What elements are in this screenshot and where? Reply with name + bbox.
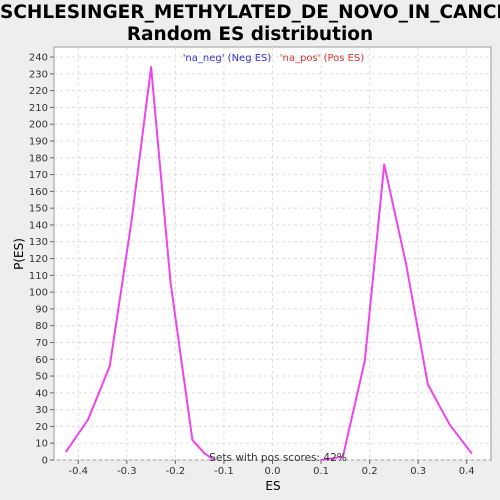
x-axis-label: ES <box>265 479 280 493</box>
x-tick-label: -0.3 <box>117 466 137 477</box>
legend-neg-es: 'na_neg' (Neg ES) <box>183 53 272 64</box>
y-tick-label: 40 <box>35 388 48 399</box>
data-point <box>191 438 194 441</box>
x-tick-label: 0.3 <box>410 466 426 477</box>
data-point <box>169 281 172 283</box>
y-axis: 0 10 20 30 40 50 60 70 80 90 100 110 120 130 140 150 160… <box>29 53 54 467</box>
data-point <box>383 163 386 166</box>
data-point <box>320 459 322 461</box>
data-point <box>203 452 206 455</box>
y-tick-label: 190 <box>29 137 48 148</box>
series-lines <box>65 66 473 461</box>
x-tick-label: -0.1 <box>214 466 234 477</box>
grid <box>54 47 491 461</box>
data-point <box>65 450 68 453</box>
x-tick-label: -0.4 <box>69 466 89 477</box>
data-point <box>213 459 216 461</box>
data-point <box>426 383 429 386</box>
y-axis-label: P(ES) <box>12 238 26 270</box>
pos-score-annotation: Sets with pos scores: 42% <box>209 452 346 464</box>
y-tick-label: 30 <box>35 405 48 416</box>
chart-title-line-1: SCHLESINGER_METHYLATED_DE_NOVO_IN_CANCER… <box>0 2 500 23</box>
y-tick-label: 0 <box>42 456 48 467</box>
x-tick-label: -0.2 <box>166 466 186 477</box>
x-tick-label: 0.4 <box>459 466 475 477</box>
y-tick-label: 50 <box>35 372 48 383</box>
y-tick-label: 170 <box>29 170 48 181</box>
data-point <box>130 219 133 221</box>
chart-title-line-2: Random ES distribution <box>126 24 374 45</box>
y-tick-label: 240 <box>29 53 48 64</box>
data-point <box>150 66 153 69</box>
data-point <box>363 360 366 362</box>
data-point <box>448 423 451 426</box>
y-tick-label: 140 <box>29 220 48 231</box>
chart-title: SCHLESINGER_METHYLATED_DE_NOVO_IN_CANCER… <box>0 2 500 46</box>
y-tick-label: 10 <box>35 439 48 450</box>
y-tick-label: 150 <box>29 204 48 215</box>
y-tick-label: 20 <box>35 422 48 433</box>
y-tick-label: 70 <box>35 338 48 349</box>
y-tick-label: 90 <box>35 304 48 315</box>
data-point <box>342 455 344 458</box>
y-tick-label: 60 <box>35 355 48 366</box>
data-point <box>87 418 89 421</box>
x-tick-label: 0.2 <box>362 466 378 477</box>
data-point <box>108 365 111 367</box>
y-tick-label: 160 <box>29 187 48 198</box>
y-tick-label: 210 <box>29 103 48 114</box>
y-tick-label: 100 <box>29 288 48 299</box>
data-point <box>405 262 407 265</box>
y-tick-label: 110 <box>29 271 48 282</box>
x-axis: -0.4 -0.3 -0.2 -0.1 0.0 0.1 0.2 0.3 0.4 <box>69 460 475 477</box>
x-tick-label: 0.1 <box>313 466 329 477</box>
data-point <box>332 457 335 460</box>
y-tick-label: 130 <box>29 237 48 248</box>
y-tick-label: 230 <box>29 69 48 80</box>
x-tick-label: 0.0 <box>265 466 281 477</box>
y-tick-label: 200 <box>29 120 48 131</box>
y-tick-label: 120 <box>29 254 48 265</box>
y-tick-label: 220 <box>29 86 48 97</box>
y-tick-label: 80 <box>35 321 48 332</box>
data-point <box>470 452 473 455</box>
legend-pos-es: 'na_pos' (Pos ES) <box>280 53 365 64</box>
y-tick-label: 180 <box>29 153 48 164</box>
